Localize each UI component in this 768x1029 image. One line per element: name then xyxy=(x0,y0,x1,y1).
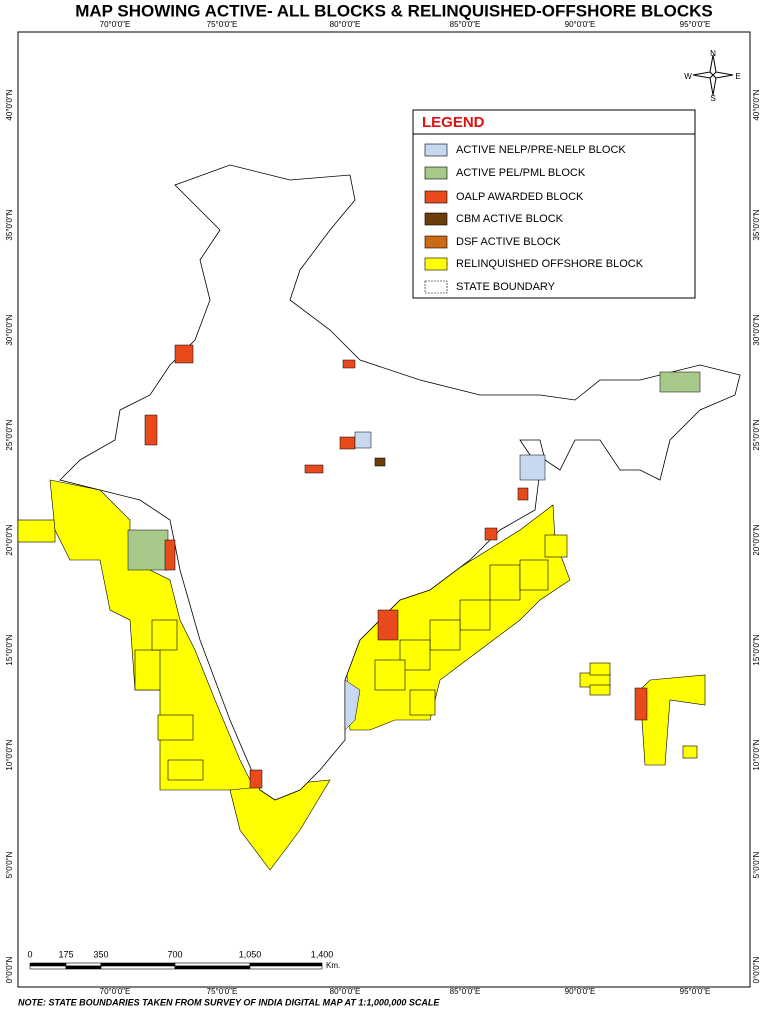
longitude-label: 90°0'0"E xyxy=(565,987,596,996)
legend-box xyxy=(412,109,696,299)
scale-label: 1,400 xyxy=(311,949,334,959)
longitude-label: 80°0'0"E xyxy=(330,20,361,29)
longitude-label: 70°0'0"E xyxy=(100,987,131,996)
latitude-label: 5°0'0"N xyxy=(5,851,14,878)
legend-swatch xyxy=(424,235,448,249)
scale-segment xyxy=(249,962,323,967)
scale-segment xyxy=(65,965,102,970)
latitude-label: 15°0'0"N xyxy=(5,634,14,665)
latitude-label: 30°0'0"N xyxy=(752,314,761,345)
scale-segment xyxy=(174,962,251,967)
latitude-label: 5°0'0"N xyxy=(752,851,761,878)
compass xyxy=(692,54,734,96)
legend-swatch xyxy=(424,280,448,294)
scale-label: 700 xyxy=(167,949,182,959)
legend-label: RELINQUISHED OFFSHORE BLOCK xyxy=(456,258,644,270)
longitude-label: 75°0'0"E xyxy=(207,987,238,996)
latitude-label: 40°0'0"N xyxy=(5,89,14,120)
latitude-label: 25°0'0"N xyxy=(752,419,761,450)
scale-label: 175 xyxy=(58,949,73,959)
latitude-label: 40°0'0"N xyxy=(752,89,761,120)
longitude-label: 95°0'0"E xyxy=(680,987,711,996)
longitude-label: 70°0'0"E xyxy=(100,20,131,29)
legend-swatch xyxy=(424,166,448,180)
scale-label: 1,050 xyxy=(239,949,262,959)
legend-swatch xyxy=(424,212,448,226)
longitude-label: 75°0'0"E xyxy=(207,20,238,29)
scale-segment xyxy=(174,965,251,970)
legend-label: CBM ACTIVE BLOCK xyxy=(456,213,564,225)
latitude-label: 0°0'0"N xyxy=(5,956,14,983)
latitude-label: 20°0'0"N xyxy=(5,524,14,555)
longitude-label: 85°0'0"E xyxy=(450,20,481,29)
legend-swatch xyxy=(424,257,448,271)
latitude-label: 20°0'0"N xyxy=(752,524,761,555)
scale-label: 0 xyxy=(27,949,32,959)
latitude-label: 25°0'0"N xyxy=(5,419,14,450)
latitude-label: 30°0'0"N xyxy=(5,314,14,345)
scale-segment xyxy=(100,965,176,970)
legend-label: DSF ACTIVE BLOCK xyxy=(456,236,561,248)
longitude-label: 85°0'0"E xyxy=(450,987,481,996)
latitude-label: 0°0'0"N xyxy=(752,956,761,983)
offshore-blocks xyxy=(17,479,706,871)
compass-e: E xyxy=(735,72,740,81)
latitude-label: 35°0'0"N xyxy=(752,209,761,240)
compass-s: S xyxy=(710,94,715,103)
compass-n: N xyxy=(710,49,716,58)
legend-title: LEGEND xyxy=(422,114,485,131)
legend-label: STATE BOUNDARY xyxy=(456,281,556,293)
scale-segment xyxy=(29,962,67,967)
note: NOTE: STATE BOUNDARIES TAKEN FROM SURVEY… xyxy=(18,997,440,1007)
longitude-label: 80°0'0"E xyxy=(330,987,361,996)
scale-unit: Km. xyxy=(326,961,340,970)
legend-label: ACTIVE NELP/PRE-NELP BLOCK xyxy=(456,144,626,156)
legend-label: OALP AWARDED BLOCK xyxy=(456,191,584,203)
title: MAP SHOWING ACTIVE- ALL BLOCKS & RELINQU… xyxy=(75,1,713,20)
longitude-label: 90°0'0"E xyxy=(565,20,596,29)
scale-segment xyxy=(29,965,67,970)
latitude-label: 35°0'0"N xyxy=(5,209,14,240)
longitude-label: 95°0'0"E xyxy=(680,20,711,29)
legend-swatch xyxy=(424,143,448,157)
latitude-label: 10°0'0"N xyxy=(752,739,761,770)
active-blocks xyxy=(127,344,701,789)
scale-label: 350 xyxy=(93,949,108,959)
scale-segment xyxy=(65,962,102,967)
compass-w: W xyxy=(684,72,692,81)
legend-swatch xyxy=(424,190,448,204)
scale-segment xyxy=(100,962,176,967)
latitude-label: 10°0'0"N xyxy=(5,739,14,770)
scale-segment xyxy=(249,965,323,970)
latitude-label: 15°0'0"N xyxy=(752,634,761,665)
legend-label: ACTIVE PEL/PML BLOCK xyxy=(456,167,586,179)
